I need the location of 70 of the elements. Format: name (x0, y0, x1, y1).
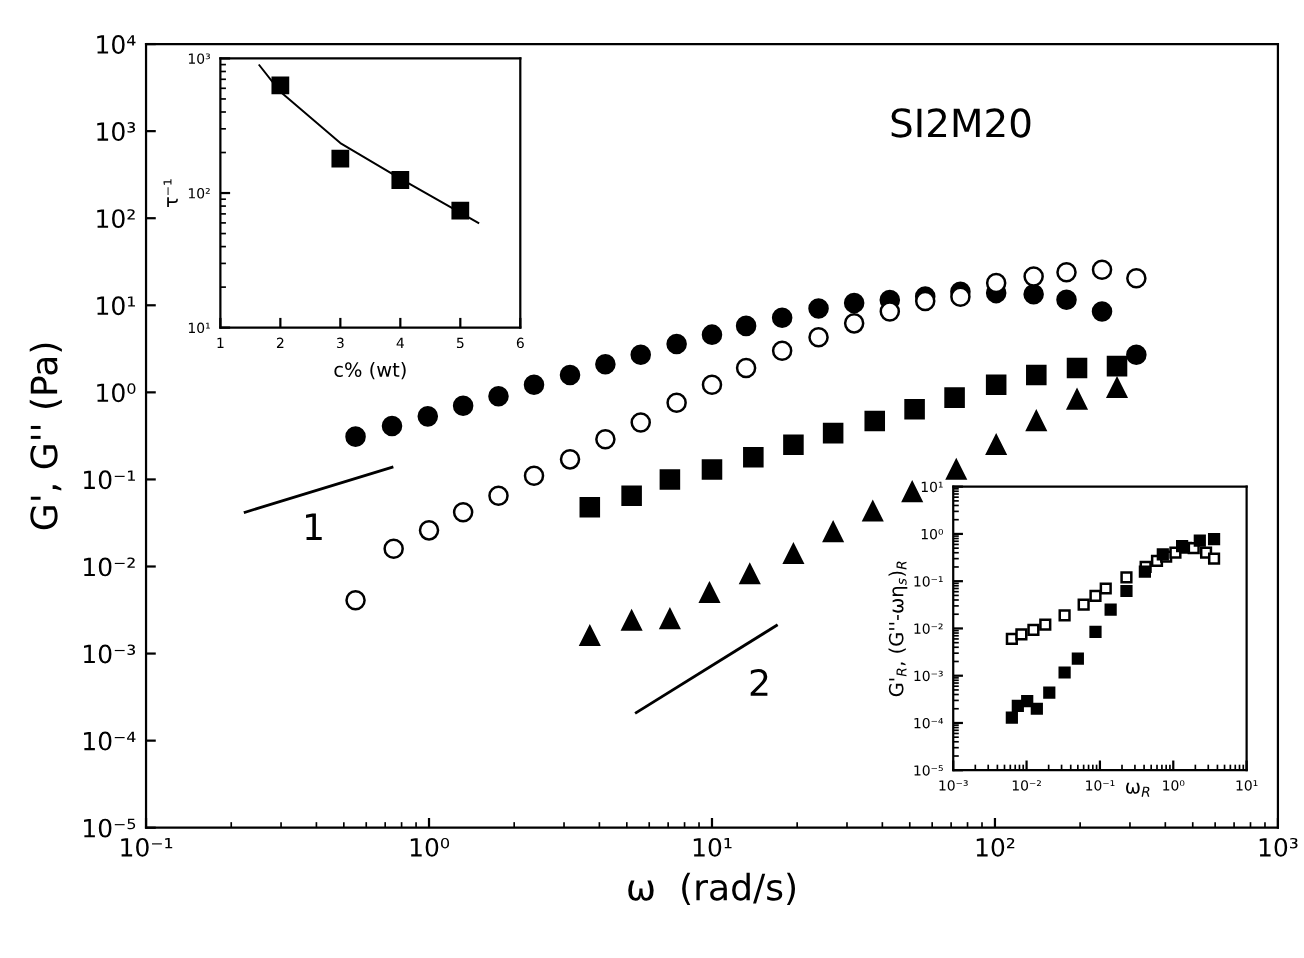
point (808, 298, 829, 319)
point (879, 301, 901, 322)
y-tick-label: 10¹ (97, 296, 135, 316)
point (843, 292, 865, 314)
point (771, 307, 793, 328)
line-series (258, 64, 480, 224)
point (701, 324, 723, 345)
y-axis-title: τ⁻¹ (163, 179, 178, 207)
point (808, 326, 829, 348)
x-axis-title: c% (wt) (334, 361, 406, 380)
point (735, 357, 757, 379)
x-tick-label: 10² (976, 837, 1015, 857)
y-tick-label: 10⁻⁵ (84, 818, 136, 838)
point (391, 171, 410, 189)
point (452, 501, 474, 523)
point (417, 406, 439, 427)
point (771, 340, 793, 362)
point (630, 344, 652, 366)
point (666, 333, 687, 355)
point (595, 428, 616, 450)
point (701, 374, 723, 396)
y-tick-label: 10⁻¹ (84, 470, 135, 490)
x-tick-label: 10⁻¹ (121, 837, 173, 857)
point (331, 149, 350, 168)
point (383, 538, 404, 559)
y-tick-label: 10⁻³ (84, 644, 136, 664)
point (488, 485, 509, 506)
point (523, 465, 545, 487)
point (1091, 259, 1113, 281)
point (523, 374, 545, 396)
annotation: 2 (750, 669, 768, 696)
y-tick-label: 10³ (97, 122, 136, 141)
point (559, 449, 581, 470)
point (1056, 261, 1077, 283)
y-tick-label: 10⁻² (84, 557, 135, 577)
point (1091, 301, 1113, 322)
point (1126, 268, 1147, 289)
point (1126, 344, 1147, 366)
annotation: 1 (306, 513, 322, 540)
point (559, 364, 581, 386)
x-tick-label: 10¹ (693, 837, 732, 857)
text: SI2M20 (891, 108, 1031, 138)
point (345, 426, 366, 447)
y-tick-label: 10² (97, 209, 135, 229)
point (950, 286, 971, 308)
point (666, 392, 687, 414)
point (914, 290, 936, 312)
point (488, 386, 509, 407)
y-axis-title: G'$_{R}$, (G''-ωη$_{s}$)$_{R}$ (888, 561, 908, 697)
point (451, 201, 470, 220)
point (843, 313, 865, 334)
y-tick-label: 10⁻⁴ (84, 731, 136, 751)
x-axis-title: ω (rad/s) (628, 872, 796, 905)
y-axis-title: G', G'' (Pa) (29, 343, 62, 530)
point (1056, 289, 1077, 310)
point (630, 412, 652, 433)
y-tick-label: 10⁴ (97, 35, 136, 54)
point (1023, 266, 1044, 287)
point (452, 395, 474, 417)
point (381, 415, 403, 437)
y-tick-label: 10⁰ (97, 383, 136, 403)
point (985, 272, 1007, 294)
point (1023, 283, 1044, 305)
x-tick-label: 10⁰ (410, 837, 450, 857)
point (345, 589, 366, 611)
point (418, 520, 440, 541)
x-tick-label: 10³ (1259, 837, 1298, 857)
point (595, 354, 616, 375)
x-axis-title: ω$_{R}$ (1126, 782, 1150, 797)
point (735, 315, 757, 337)
